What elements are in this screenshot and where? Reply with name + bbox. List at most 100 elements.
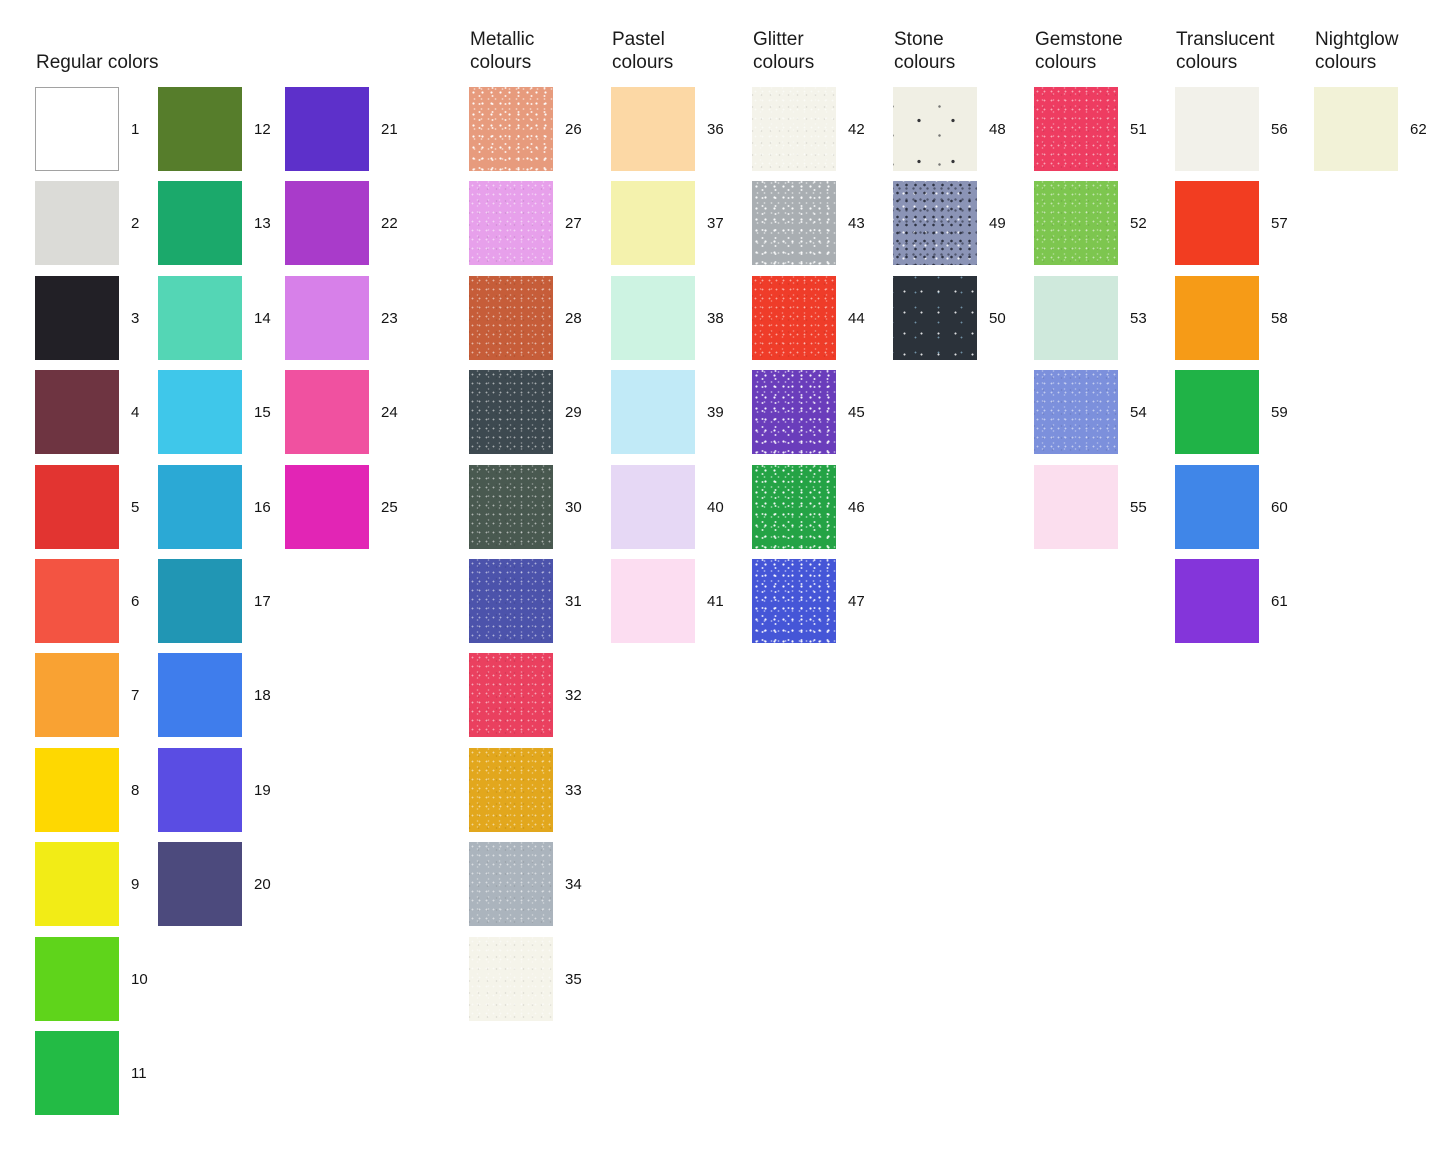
swatch-62 xyxy=(1314,87,1398,171)
swatch-17 xyxy=(158,559,242,643)
swatch-number-27: 27 xyxy=(565,214,582,232)
swatch-number-58: 58 xyxy=(1271,309,1288,327)
swatch-number-37: 37 xyxy=(707,214,724,232)
group-title-line: colours xyxy=(753,52,815,73)
swatch-37 xyxy=(611,181,695,265)
swatch-number-24: 24 xyxy=(381,403,398,421)
swatch-6 xyxy=(35,559,119,643)
swatch-5 xyxy=(35,465,119,549)
group-title-regular-colors: Regular colors xyxy=(36,51,159,74)
swatch-46 xyxy=(752,465,836,549)
swatch-45 xyxy=(752,370,836,454)
swatch-number-60: 60 xyxy=(1271,498,1288,516)
swatch-number-47: 47 xyxy=(848,592,865,610)
swatch-number-31: 31 xyxy=(565,592,582,610)
swatch-number-11: 11 xyxy=(131,1064,147,1082)
swatch-number-59: 59 xyxy=(1271,403,1288,421)
swatch-41 xyxy=(611,559,695,643)
swatch-16 xyxy=(158,465,242,549)
swatch-number-3: 3 xyxy=(131,309,140,327)
swatch-33 xyxy=(469,748,553,832)
swatch-number-21: 21 xyxy=(381,120,398,138)
swatch-57 xyxy=(1175,181,1259,265)
swatch-number-54: 54 xyxy=(1130,403,1147,421)
group-title-line: Pastel xyxy=(612,29,665,50)
swatch-53 xyxy=(1034,276,1118,360)
swatch-number-12: 12 xyxy=(254,120,271,138)
swatch-number-30: 30 xyxy=(565,498,582,516)
swatch-48 xyxy=(893,87,977,171)
group-title-line: colours xyxy=(612,52,674,73)
swatch-number-36: 36 xyxy=(707,120,724,138)
swatch-number-52: 52 xyxy=(1130,214,1147,232)
swatch-50 xyxy=(893,276,977,360)
swatch-number-34: 34 xyxy=(565,875,582,893)
swatch-number-55: 55 xyxy=(1130,498,1147,516)
group-title-line: Gemstone xyxy=(1035,29,1123,50)
swatch-number-53: 53 xyxy=(1130,309,1147,327)
swatch-number-6: 6 xyxy=(131,592,140,610)
swatch-15 xyxy=(158,370,242,454)
swatch-12 xyxy=(158,87,242,171)
swatch-number-7: 7 xyxy=(131,686,140,704)
swatch-number-61: 61 xyxy=(1271,592,1288,610)
swatch-number-56: 56 xyxy=(1271,120,1288,138)
swatch-36 xyxy=(611,87,695,171)
swatch-number-5: 5 xyxy=(131,498,140,516)
group-title-translucent-colours: Translucent colours xyxy=(1176,28,1275,74)
swatch-number-17: 17 xyxy=(254,592,271,610)
swatch-number-16: 16 xyxy=(254,498,271,516)
swatch-59 xyxy=(1175,370,1259,454)
swatch-47 xyxy=(752,559,836,643)
swatch-10 xyxy=(35,937,119,1021)
swatch-number-19: 19 xyxy=(254,781,271,799)
swatch-60 xyxy=(1175,465,1259,549)
group-title-metallic-colours: Metallic colours xyxy=(470,28,534,74)
swatch-18 xyxy=(158,653,242,737)
swatch-26 xyxy=(469,87,553,171)
swatch-number-18: 18 xyxy=(254,686,271,704)
swatch-61 xyxy=(1175,559,1259,643)
swatch-25 xyxy=(285,465,369,549)
group-title-line: Glitter xyxy=(753,29,804,50)
swatch-32 xyxy=(469,653,553,737)
group-title-line: Metallic xyxy=(470,29,535,50)
group-title-stone-colours: Stone colours xyxy=(894,28,955,74)
group-title-line: colours xyxy=(1315,52,1377,73)
swatch-number-23: 23 xyxy=(381,309,398,327)
group-title-line: colours xyxy=(1035,52,1097,73)
swatch-2 xyxy=(35,181,119,265)
swatch-23 xyxy=(285,276,369,360)
group-title-line: Translucent xyxy=(1176,29,1275,50)
swatch-number-50: 50 xyxy=(989,309,1006,327)
group-title-nightglow-colours: Nightglow colours xyxy=(1315,28,1398,74)
swatch-number-39: 39 xyxy=(707,403,724,421)
group-title-gemstone-colours: Gemstone colours xyxy=(1035,28,1123,74)
swatch-number-4: 4 xyxy=(131,403,140,421)
swatch-number-57: 57 xyxy=(1271,214,1288,232)
swatch-number-51: 51 xyxy=(1130,120,1147,138)
swatch-number-1: 1 xyxy=(131,120,140,138)
swatch-34 xyxy=(469,842,553,926)
swatch-number-29: 29 xyxy=(565,403,582,421)
swatch-number-48: 48 xyxy=(989,120,1006,138)
swatch-8 xyxy=(35,748,119,832)
swatch-number-43: 43 xyxy=(848,214,865,232)
swatch-number-14: 14 xyxy=(254,309,271,327)
swatch-number-28: 28 xyxy=(565,309,582,327)
swatch-number-62: 62 xyxy=(1410,120,1427,138)
swatch-7 xyxy=(35,653,119,737)
swatch-number-38: 38 xyxy=(707,309,724,327)
swatch-54 xyxy=(1034,370,1118,454)
swatch-27 xyxy=(469,181,553,265)
swatch-28 xyxy=(469,276,553,360)
swatch-21 xyxy=(285,87,369,171)
swatch-24 xyxy=(285,370,369,454)
swatch-number-15: 15 xyxy=(254,403,271,421)
swatch-number-41: 41 xyxy=(707,592,724,610)
swatch-4 xyxy=(35,370,119,454)
swatch-58 xyxy=(1175,276,1259,360)
swatch-number-42: 42 xyxy=(848,120,865,138)
group-title-pastel-colours: Pastel colours xyxy=(612,28,673,74)
swatch-31 xyxy=(469,559,553,643)
